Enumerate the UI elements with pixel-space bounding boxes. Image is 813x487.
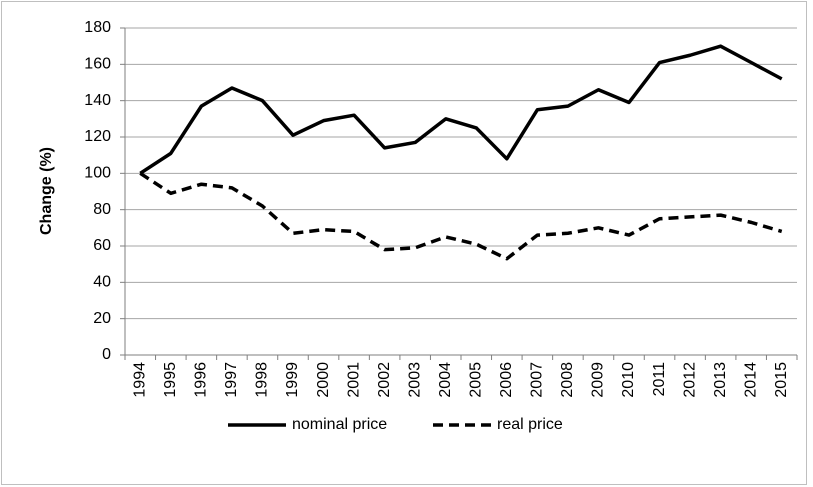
y-tick-label: 100 bbox=[84, 165, 111, 182]
x-tick-label: 2005 bbox=[467, 362, 484, 398]
x-tick-label: 2009 bbox=[590, 362, 607, 398]
x-tick-label: 2012 bbox=[681, 362, 698, 398]
x-tick-label: 2006 bbox=[498, 362, 515, 398]
x-tick-label: 2002 bbox=[376, 362, 393, 398]
x-tick-label: 2014 bbox=[742, 362, 759, 398]
legend-label: nominal price bbox=[292, 416, 387, 433]
y-tick-label: 60 bbox=[93, 237, 111, 254]
x-tick-label: 2011 bbox=[651, 362, 668, 397]
x-tick-label: 2004 bbox=[437, 362, 454, 398]
y-tick-label: 120 bbox=[84, 128, 111, 145]
y-tick-label: 180 bbox=[84, 19, 111, 36]
data-line bbox=[139, 44, 783, 175]
y-tick-label: 40 bbox=[93, 274, 111, 291]
legend-label: real price bbox=[497, 416, 563, 433]
x-tick-label: 1994 bbox=[131, 362, 148, 398]
data-line bbox=[139, 171, 783, 261]
y-tick-label: 160 bbox=[84, 56, 111, 73]
x-tick-label: 2003 bbox=[406, 362, 423, 398]
x-tick-label: 2001 bbox=[345, 362, 362, 398]
y-tick-label: 20 bbox=[93, 310, 111, 327]
x-tick-label: 1997 bbox=[223, 362, 240, 398]
x-tick-label: 1995 bbox=[162, 362, 179, 398]
x-tick-label: 1996 bbox=[193, 362, 210, 398]
y-tick-label: 140 bbox=[84, 92, 111, 109]
x-tick-label: 2013 bbox=[712, 362, 729, 398]
x-tick-label: 2010 bbox=[620, 362, 637, 398]
x-tick-label: 2015 bbox=[773, 362, 790, 398]
x-tick-label: 2008 bbox=[559, 362, 576, 398]
y-tick-label: 0 bbox=[102, 346, 111, 363]
x-tick-label: 1998 bbox=[254, 362, 271, 398]
y-axis-title: Change (%) bbox=[38, 147, 55, 235]
y-tick-label: 80 bbox=[93, 201, 111, 218]
x-tick-label: 2007 bbox=[529, 362, 546, 398]
x-tick-label: 2000 bbox=[315, 362, 332, 398]
x-tick-label: 1999 bbox=[284, 362, 301, 398]
